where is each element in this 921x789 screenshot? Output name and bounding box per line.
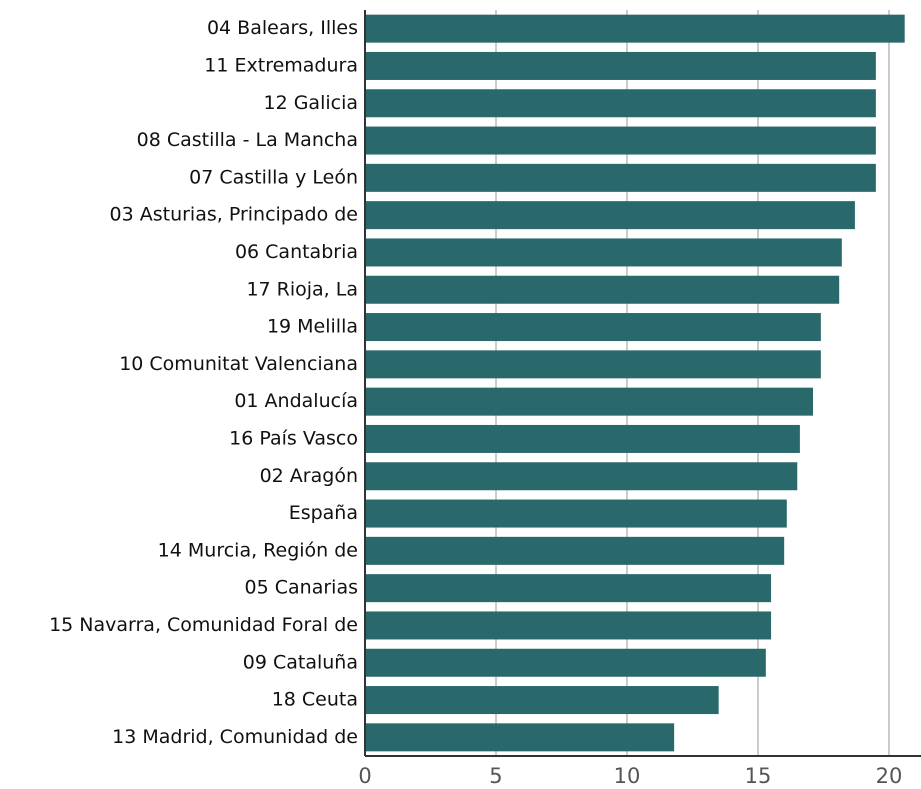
y-tick-label: 03 Asturias, Principado de bbox=[110, 204, 358, 226]
y-tick-label: 05 Canarias bbox=[245, 577, 358, 599]
y-tick-label: 12 Galicia bbox=[263, 92, 358, 114]
x-tick-label: 0 bbox=[358, 764, 371, 788]
bar bbox=[365, 424, 800, 453]
bar bbox=[365, 648, 766, 677]
bar bbox=[365, 51, 876, 80]
bar bbox=[365, 611, 772, 640]
x-tick-label: 20 bbox=[876, 764, 903, 788]
y-tick-label: 19 Melilla bbox=[267, 316, 358, 338]
y-tick-label: 06 Cantabria bbox=[235, 241, 358, 263]
y-tick-label: 08 Castilla - La Mancha bbox=[137, 129, 358, 151]
x-tick-label: 5 bbox=[489, 764, 502, 788]
y-tick-label: 01 Andalucía bbox=[234, 390, 358, 412]
y-tick-label: 02 Aragón bbox=[260, 465, 358, 487]
x-tick-label: 15 bbox=[745, 764, 772, 788]
y-tick-label: 07 Castilla y León bbox=[189, 166, 358, 188]
y-tick-label: 11 Extremadura bbox=[204, 54, 358, 76]
x-tick-label: 10 bbox=[614, 764, 641, 788]
y-tick-label: España bbox=[289, 502, 358, 524]
bar bbox=[365, 163, 876, 192]
bar bbox=[365, 201, 855, 230]
bar bbox=[365, 462, 798, 491]
bar bbox=[365, 313, 821, 342]
bar bbox=[365, 499, 787, 528]
y-tick-label: 13 Madrid, Comunidad de bbox=[112, 726, 358, 748]
bar bbox=[365, 14, 905, 43]
y-tick-label: 15 Navarra, Comunidad Foral de bbox=[49, 614, 358, 636]
y-tick-label: 14 Murcia, Región de bbox=[158, 539, 358, 561]
y-tick-label: 09 Cataluña bbox=[243, 651, 358, 673]
bar bbox=[365, 686, 719, 715]
bar bbox=[365, 350, 821, 379]
y-tick-label: 10 Comunitat Valenciana bbox=[119, 353, 358, 375]
bar bbox=[365, 574, 772, 603]
y-tick-label: 18 Ceuta bbox=[272, 689, 358, 711]
bar bbox=[365, 387, 813, 416]
bar bbox=[365, 275, 840, 304]
y-tick-label: 17 Rioja, La bbox=[246, 278, 358, 300]
bar bbox=[365, 723, 675, 752]
bar bbox=[365, 89, 876, 118]
bar bbox=[365, 126, 876, 155]
bar bbox=[365, 238, 842, 267]
y-tick-label: 16 País Vasco bbox=[229, 427, 358, 449]
y-tick-label: 04 Balears, Illes bbox=[207, 17, 358, 39]
bar bbox=[365, 536, 785, 565]
